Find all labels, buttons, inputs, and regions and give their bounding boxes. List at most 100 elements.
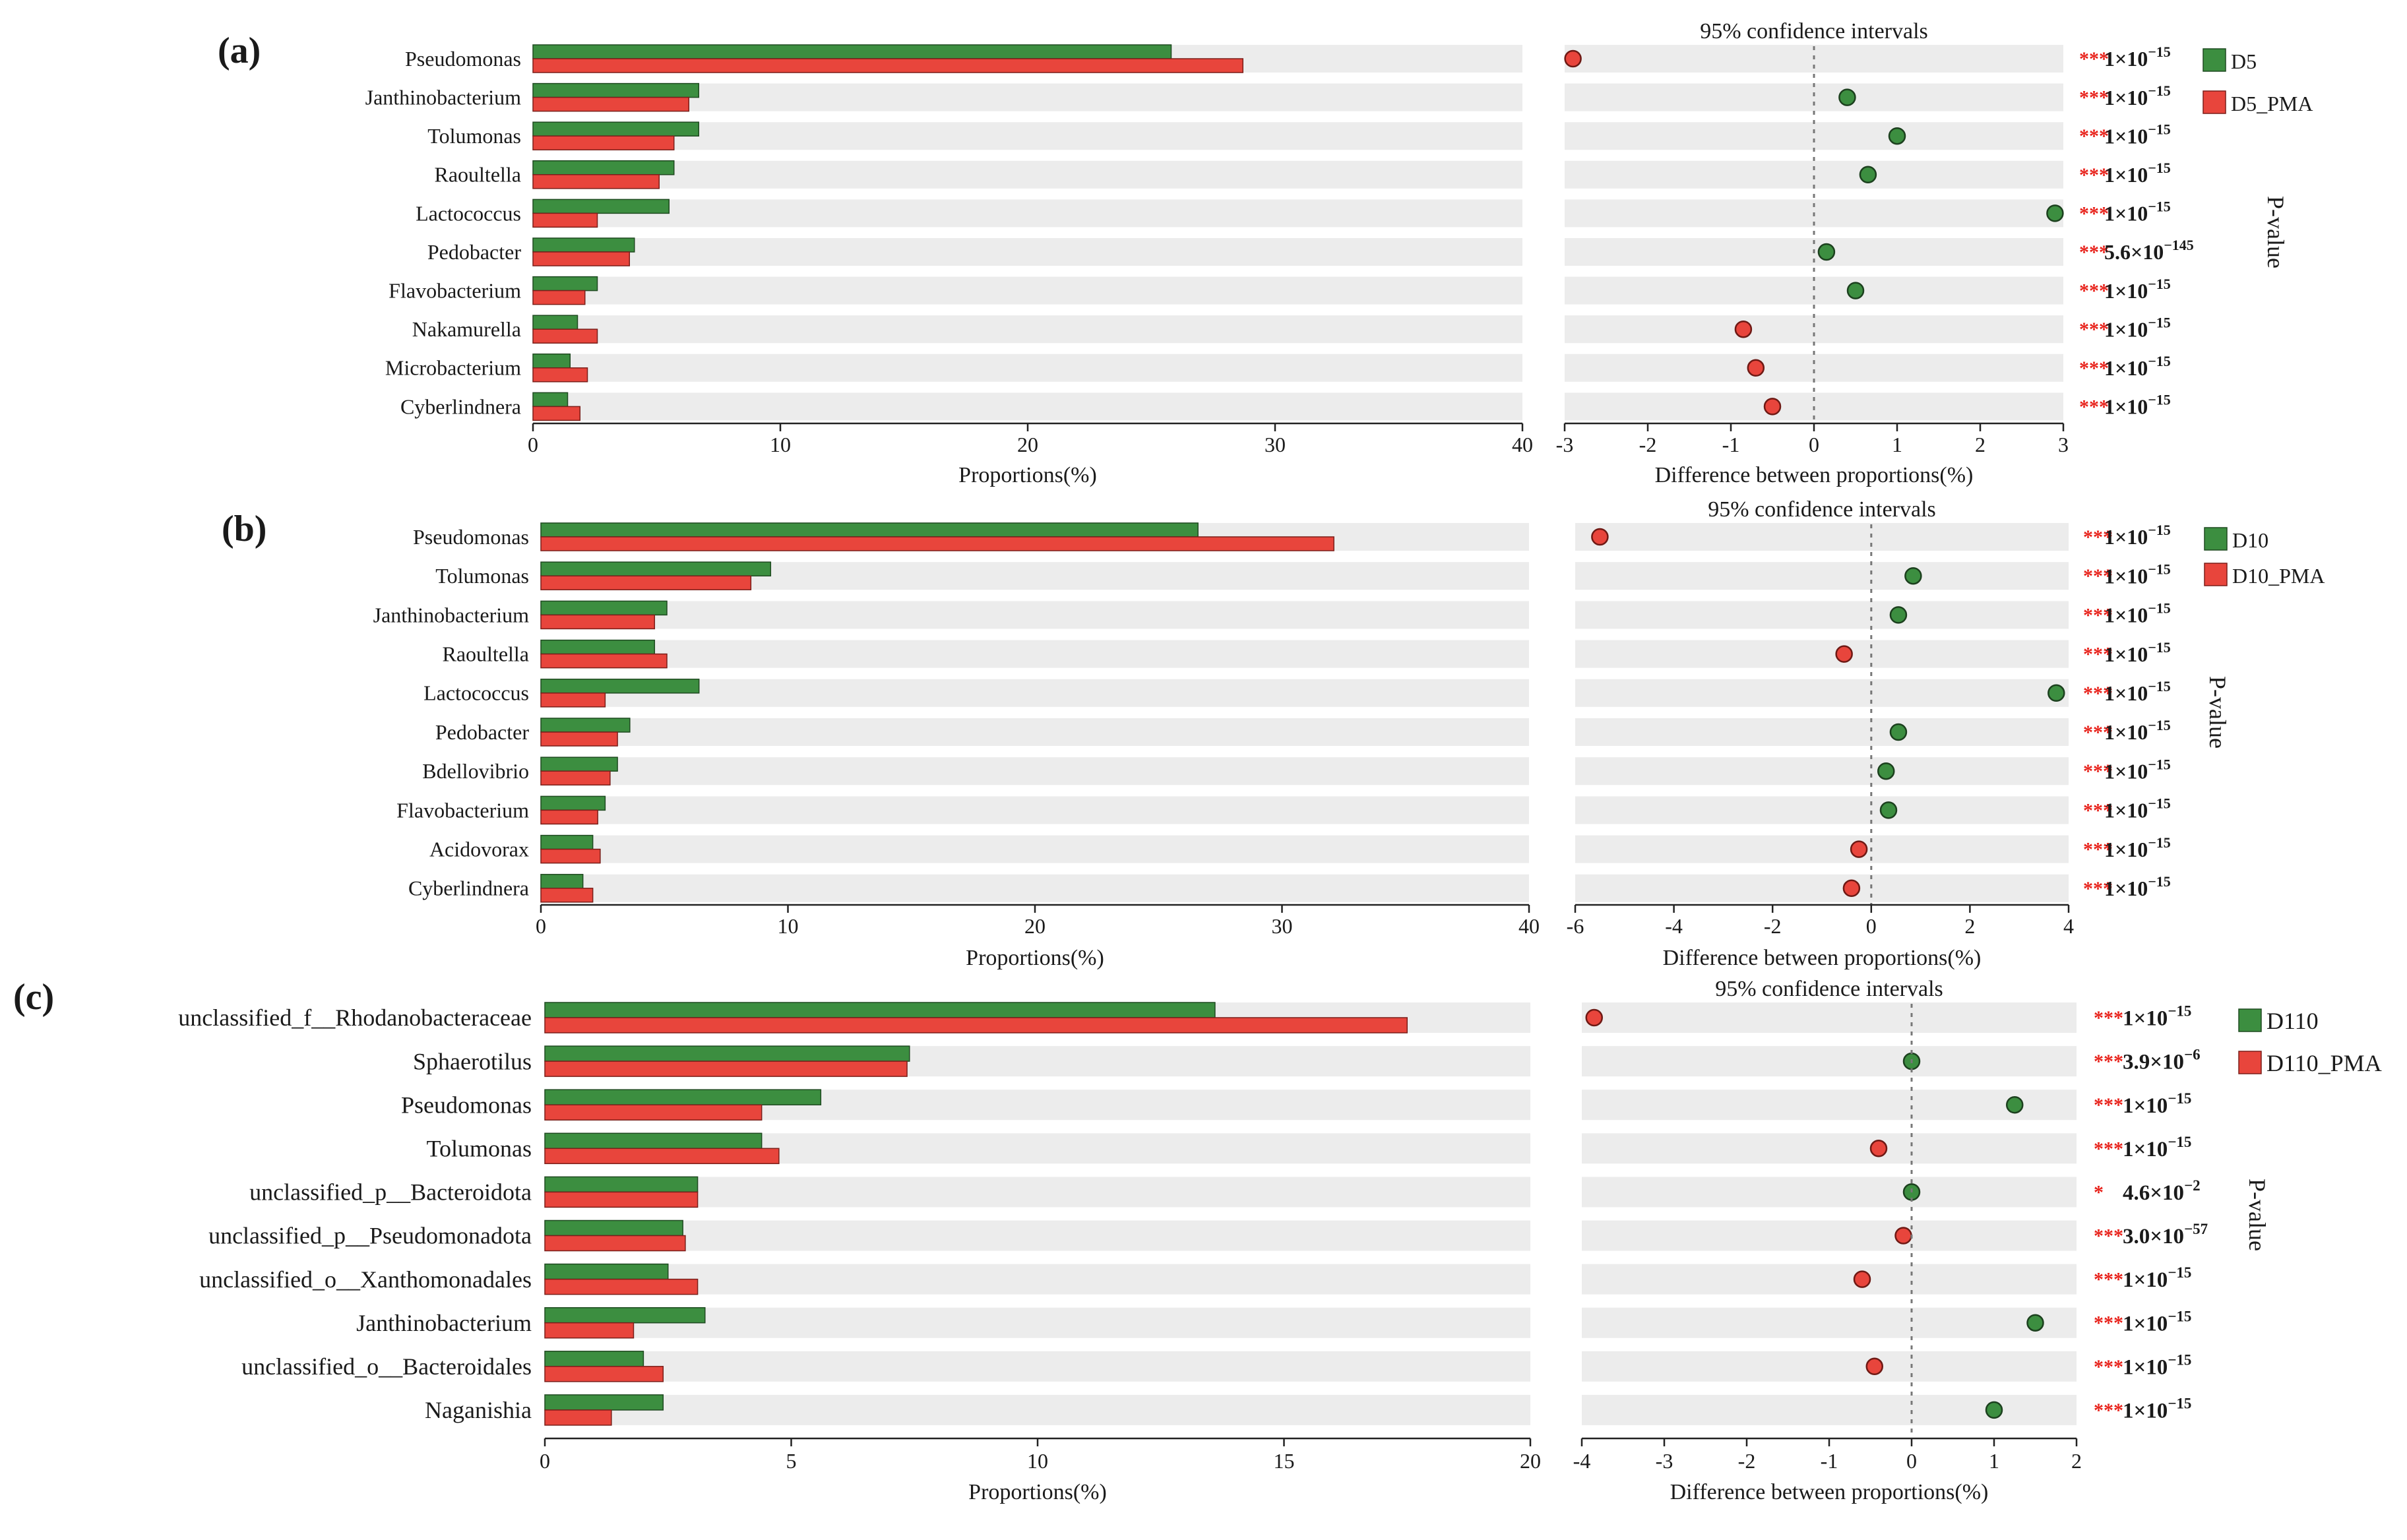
significance-stars: ***: [2083, 839, 2113, 861]
bar-D10: [540, 718, 631, 733]
confidence-interval-title: 95% confidence intervals: [1715, 977, 1943, 1001]
bar-D110_PMA: [544, 1104, 763, 1121]
row-background: [533, 315, 1522, 344]
category-label: Lactococcus: [416, 201, 521, 225]
p-value-mantissa: 1×10: [2104, 681, 2148, 705]
legend-label: D10: [2232, 528, 2268, 552]
difference-tick-label: 0: [1809, 433, 1819, 456]
ci-row-background: [1582, 1133, 2077, 1164]
p-value-exponent: −15: [2148, 873, 2171, 890]
bar-D5_PMA: [532, 406, 580, 421]
category-label: Pedobacter: [435, 720, 530, 744]
significance-stars: ***: [2079, 280, 2109, 302]
p-value-text: 1×10−15: [2104, 600, 2171, 627]
bar-D5: [532, 276, 598, 292]
bar-D110: [544, 1307, 706, 1324]
difference-tick-label: 2: [1964, 914, 1975, 938]
category-label: Cyberlindnera: [408, 877, 529, 900]
p-value-axis-label: P-value: [2263, 196, 2289, 268]
p-value-text: 1×10−15: [2123, 1134, 2191, 1161]
difference-tick-label: -2: [1738, 1449, 1756, 1473]
significance-stars: ***: [2079, 241, 2109, 263]
difference-point: [1859, 166, 1877, 184]
p-value-mantissa: 1×10: [2123, 1268, 2168, 1292]
significance-stars: ***: [2094, 1138, 2123, 1159]
difference-tick-label: 1: [1892, 433, 1902, 456]
x-tick-label: 0: [528, 433, 538, 456]
difference-tick-label: -2: [1764, 914, 1782, 938]
x-tick-label: 10: [778, 914, 799, 938]
p-value-mantissa: 1×10: [2104, 86, 2148, 109]
bar-D110: [544, 1089, 822, 1105]
x-tick-label: 15: [1274, 1449, 1295, 1473]
ci-row-background: [1575, 562, 2069, 590]
legend-label: D5_PMA: [2231, 92, 2313, 115]
difference-point: [1585, 1008, 1603, 1027]
confidence-interval-title: 95% confidence intervals: [1708, 497, 1936, 522]
ci-row-background: [1582, 1090, 2077, 1121]
p-value-mantissa: 3.9×10: [2123, 1051, 2184, 1074]
p-value-mantissa: 1×10: [2104, 47, 2148, 71]
difference-point: [1835, 645, 1853, 663]
p-value-exponent: −15: [2148, 82, 2171, 99]
category-label: Pedobacter: [427, 240, 522, 264]
p-value-text: 1×10−15: [2104, 717, 2171, 744]
bar-D110_PMA: [544, 1148, 780, 1165]
row-background: [545, 1307, 1530, 1338]
ci-row-background: [1565, 315, 2063, 344]
difference-axis-label: Difference between proportions(%): [1663, 946, 1982, 970]
panel-a: (a) Pseudomonas ***1×10−15Janthinobacteriu…: [218, 19, 2313, 487]
p-value-text: 1×10−15: [2104, 795, 2171, 822]
significance-stars: ***: [2083, 683, 2113, 704]
ci-row-background: [1575, 796, 2069, 824]
p-value-text: 1×10−15: [2104, 392, 2171, 419]
p-value-exponent: −15: [2148, 717, 2171, 733]
difference-point: [1853, 1270, 1871, 1288]
bar-D10: [540, 561, 772, 576]
ci-row-background: [1575, 718, 2069, 746]
legend-label: D110_PMA: [2266, 1050, 2382, 1076]
significance-stars: ***: [2079, 319, 2109, 340]
category-label: Naganishia: [425, 1397, 532, 1423]
p-value-exponent: −15: [2148, 199, 2171, 215]
category-label: Tolumonas: [427, 1136, 532, 1162]
p-value-text: 1×10−15: [2123, 1003, 2191, 1031]
significance-stars: ***: [2083, 722, 2113, 743]
panel-label: (a): [218, 30, 261, 71]
p-value-mantissa: 1×10: [2104, 279, 2148, 303]
p-value-exponent: −2: [2184, 1177, 2201, 1194]
difference-tick-label: -1: [1821, 1449, 1838, 1473]
row-background: [541, 640, 1529, 668]
legend-swatch-D10: [2204, 527, 2228, 551]
p-value-text: 1×10−15: [2123, 1308, 2191, 1336]
p-value-mantissa: 1×10: [2104, 603, 2148, 627]
row-background: [533, 238, 1522, 266]
bar-D110_PMA: [544, 1017, 1408, 1033]
x-tick-label: 10: [1027, 1449, 1048, 1473]
bar-D10_PMA: [540, 809, 598, 825]
p-value-exponent: −57: [2184, 1221, 2208, 1237]
category-label: Bdellovibrio: [422, 759, 529, 783]
significance-stars: ***: [2083, 565, 2113, 587]
difference-point: [1838, 88, 1856, 106]
p-value-mantissa: 5.6×10: [2104, 240, 2164, 264]
significance-stars: ***: [2079, 87, 2109, 109]
p-value-exponent: −15: [2168, 1351, 2191, 1368]
category-label: unclassified_f__Rhodanobacteraceae: [178, 1004, 532, 1031]
p-value-mantissa: 4.6×10: [2123, 1181, 2184, 1205]
p-value-mantissa: 1×10: [2104, 124, 2148, 148]
bar-D5: [532, 392, 569, 408]
difference-tick-label: 1: [1989, 1449, 1999, 1473]
bar-D10_PMA: [540, 575, 752, 590]
ci-row-background: [1575, 757, 2069, 785]
legend-swatch-D5_PMA: [2203, 90, 2226, 114]
p-value-text: 1×10−15: [2123, 1090, 2191, 1118]
significance-stars: ***: [2094, 1007, 2123, 1029]
ci-row-background: [1575, 601, 2069, 629]
x-tick-label: 20: [1024, 914, 1046, 938]
p-value-exponent: −15: [2168, 1090, 2191, 1107]
significance-stars: ***: [2094, 1400, 2123, 1421]
difference-point: [2048, 684, 2065, 702]
p-value-exponent: −15: [2148, 160, 2171, 176]
bar-D110_PMA: [544, 1235, 686, 1252]
